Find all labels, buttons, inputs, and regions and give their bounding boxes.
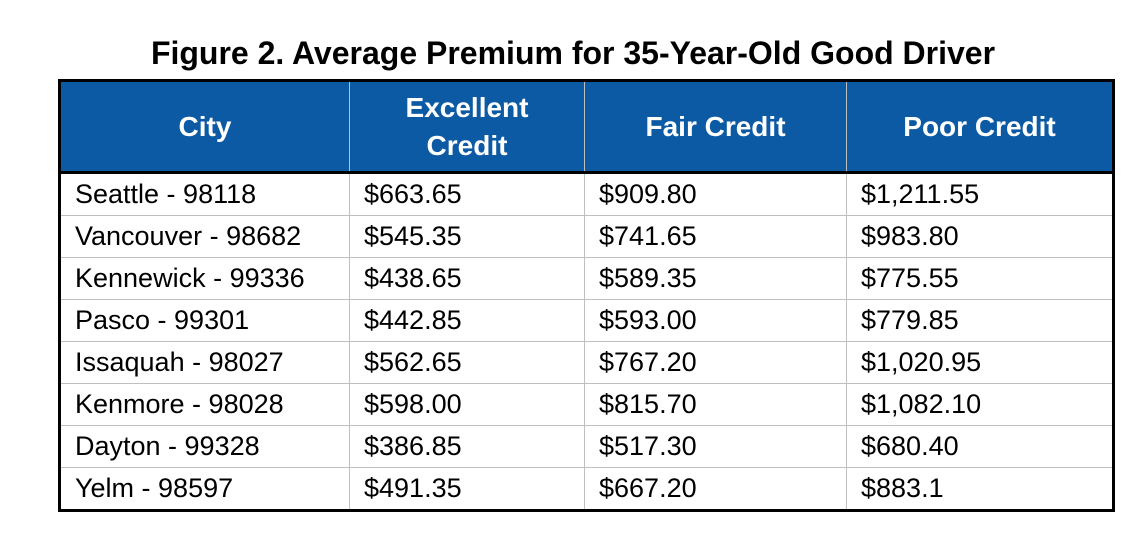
- table-row: Kennewick - 99336 $438.65 $589.35 $775.5…: [59, 257, 1114, 300]
- fair-credit-cell: $909.80: [584, 172, 847, 216]
- poor-credit-cell: $1,211.55: [846, 172, 1114, 216]
- table-row: Kenmore - 98028 $598.00 $815.70 $1,082.1…: [59, 383, 1114, 426]
- fair-credit-cell: $593.00: [584, 299, 847, 342]
- city-cell: Kenmore - 98028: [59, 383, 350, 426]
- table-row: Seattle - 98118 $663.65 $909.80 $1,211.5…: [59, 172, 1114, 216]
- poor-credit-cell: $1,082.10: [846, 383, 1114, 426]
- table-row: Dayton - 99328 $386.85 $517.30 $680.40: [59, 425, 1114, 468]
- city-cell: Vancouver - 98682: [59, 215, 350, 258]
- fair-credit-cell: $589.35: [584, 257, 847, 300]
- poor-credit-cell: $1,020.95: [846, 341, 1114, 384]
- column-header-poor-credit: Poor Credit: [846, 80, 1114, 174]
- poor-credit-cell: $983.80: [846, 215, 1114, 258]
- poor-credit-cell: $680.40: [846, 425, 1114, 468]
- table-header-row: City Excellent Credit Fair Credit Poor C…: [59, 80, 1114, 174]
- column-header-excellent-credit: Excellent Credit: [349, 80, 585, 174]
- excellent-credit-cell: $598.00: [349, 383, 585, 426]
- excellent-credit-cell: $562.65: [349, 341, 585, 384]
- fair-credit-cell: $517.30: [584, 425, 847, 468]
- table-row: Yelm - 98597 $491.35 $667.20 $883.1: [59, 467, 1114, 511]
- table-row: Pasco - 99301 $442.85 $593.00 $779.85: [59, 299, 1114, 342]
- table-row: Vancouver - 98682 $545.35 $741.65 $983.8…: [59, 215, 1114, 258]
- city-cell: Yelm - 98597: [59, 467, 350, 511]
- premium-table: City Excellent Credit Fair Credit Poor C…: [58, 79, 1115, 512]
- city-cell: Pasco - 99301: [59, 299, 350, 342]
- city-cell: Issaquah - 98027: [59, 341, 350, 384]
- figure-title: Figure 2. Average Premium for 35-Year-Ol…: [150, 35, 996, 71]
- fair-credit-cell: $767.20: [584, 341, 847, 384]
- city-cell: Kennewick - 99336: [59, 257, 350, 300]
- excellent-credit-cell: $386.85: [349, 425, 585, 468]
- excellent-credit-cell: $545.35: [349, 215, 585, 258]
- column-header-fair-credit: Fair Credit: [584, 80, 847, 174]
- city-cell: Dayton - 99328: [59, 425, 350, 468]
- column-header-city: City: [59, 80, 350, 174]
- fair-credit-cell: $815.70: [584, 383, 847, 426]
- excellent-credit-cell: $438.65: [349, 257, 585, 300]
- fair-credit-cell: $667.20: [584, 467, 847, 511]
- fair-credit-cell: $741.65: [584, 215, 847, 258]
- poor-credit-cell: $775.55: [846, 257, 1114, 300]
- excellent-credit-cell: $491.35: [349, 467, 585, 511]
- excellent-credit-cell: $442.85: [349, 299, 585, 342]
- poor-credit-cell: $883.1: [846, 467, 1114, 511]
- poor-credit-cell: $779.85: [846, 299, 1114, 342]
- table-row: Issaquah - 98027 $562.65 $767.20 $1,020.…: [59, 341, 1114, 384]
- city-cell: Seattle - 98118: [59, 172, 350, 216]
- excellent-credit-cell: $663.65: [349, 172, 585, 216]
